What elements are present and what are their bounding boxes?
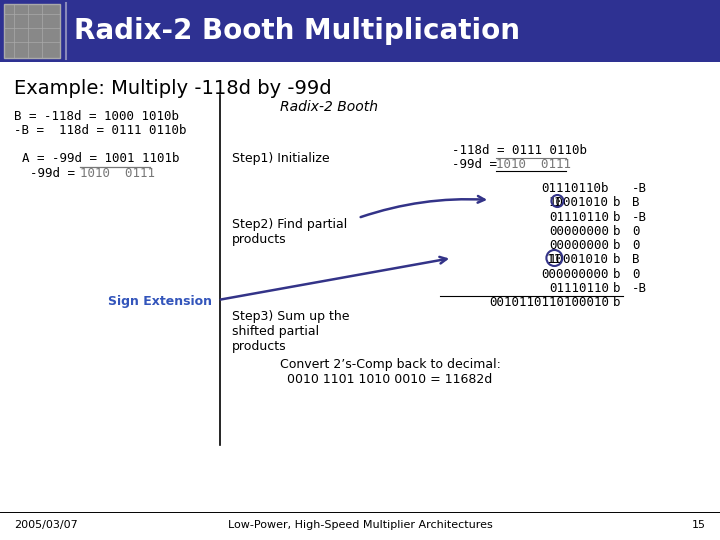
Text: 0: 0 (632, 225, 639, 238)
Text: -B: -B (632, 182, 647, 195)
FancyArrowPatch shape (221, 257, 446, 300)
Bar (0, 0, 720, 62)
Text: 10001010: 10001010 (549, 253, 609, 266)
Text: 2005/03/07: 2005/03/07 (14, 520, 78, 530)
Text: 00000000: 00000000 (549, 225, 609, 238)
Text: Radix-2 Booth Multiplication: Radix-2 Booth Multiplication (74, 17, 520, 45)
Text: b: b (613, 253, 621, 266)
Text: b: b (613, 196, 621, 209)
Text: -118d = 0111 0110b: -118d = 0111 0110b (452, 144, 587, 157)
Text: Step3) Sum up the
shifted partial
products: Step3) Sum up the shifted partial produc… (232, 310, 349, 353)
Text: 11: 11 (547, 253, 562, 266)
Bar (4, 4, 60, 58)
Text: b: b (613, 211, 621, 224)
Text: 15: 15 (692, 520, 706, 530)
Text: 0: 0 (632, 268, 639, 281)
Text: Step1) Initialize: Step1) Initialize (232, 152, 330, 165)
Text: 1010  0111: 1010 0111 (80, 167, 155, 180)
Text: Step2) Find partial
products: Step2) Find partial products (232, 218, 347, 246)
Text: 10001010: 10001010 (549, 196, 609, 209)
Text: B: B (632, 253, 639, 266)
Text: A = -99d = 1001 1101b: A = -99d = 1001 1101b (22, 152, 179, 165)
Text: 1010  0111: 1010 0111 (496, 158, 571, 171)
Text: Radix-2 Booth: Radix-2 Booth (280, 100, 378, 114)
Text: 1: 1 (554, 196, 561, 209)
Text: -B: -B (632, 282, 647, 295)
Text: Example: Multiply -118d by -99d: Example: Multiply -118d by -99d (14, 79, 332, 98)
Text: Sign Extension: Sign Extension (108, 295, 212, 308)
Text: 01110110: 01110110 (549, 211, 609, 224)
Text: 0: 0 (632, 239, 639, 252)
Text: 000000000: 000000000 (541, 268, 609, 281)
Text: b: b (613, 268, 621, 281)
Text: 0010110110100010: 0010110110100010 (489, 296, 609, 309)
Text: b: b (613, 282, 621, 295)
Text: Low-Power, High-Speed Multiplier Architectures: Low-Power, High-Speed Multiplier Archite… (228, 520, 492, 530)
Text: B = -118d = 1000 1010b: B = -118d = 1000 1010b (14, 110, 179, 123)
Text: B: B (632, 196, 639, 209)
Text: -B =  118d = 0111 0110b: -B = 118d = 0111 0110b (14, 124, 186, 137)
Text: b: b (613, 296, 621, 309)
Text: Convert 2’s-Comp back to decimal:
0010 1101 1010 0010 = 11682d: Convert 2’s-Comp back to decimal: 0010 1… (279, 358, 500, 386)
Text: 01110110b: 01110110b (541, 182, 609, 195)
Text: -99d =: -99d = (30, 167, 83, 180)
Text: -B: -B (632, 211, 647, 224)
Text: 01110110: 01110110 (549, 282, 609, 295)
Text: b: b (613, 225, 621, 238)
Text: -99d =: -99d = (452, 158, 505, 171)
FancyArrowPatch shape (361, 196, 485, 217)
Text: 00000000: 00000000 (549, 239, 609, 252)
Text: b: b (613, 239, 621, 252)
